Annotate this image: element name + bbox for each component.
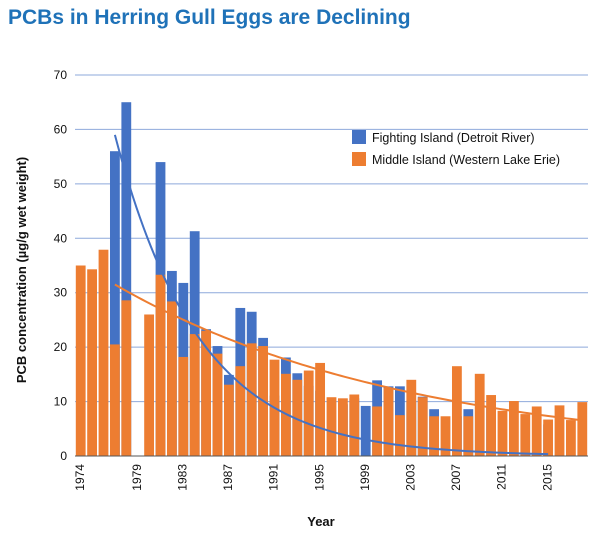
bar-1-1976 bbox=[98, 249, 109, 456]
y-axis-label: PCB concentration (µg/g wet weight) bbox=[14, 157, 29, 383]
bar-1-2007 bbox=[451, 366, 462, 456]
y-tick-label: 30 bbox=[54, 286, 68, 300]
x-tick-label: 1974 bbox=[73, 464, 87, 491]
bar-0-1999 bbox=[360, 405, 371, 456]
bar-1-1998 bbox=[349, 394, 360, 456]
x-tick-label: 2015 bbox=[540, 464, 554, 491]
x-tick-label: 2007 bbox=[449, 464, 463, 491]
bar-1-2000 bbox=[372, 406, 383, 456]
x-tick-label: 1979 bbox=[130, 464, 144, 491]
trendline-0 bbox=[113, 134, 549, 456]
bar-1-1988 bbox=[235, 366, 246, 456]
x-tick-label: 2003 bbox=[403, 464, 417, 491]
x-tick-label: 2011 bbox=[495, 464, 509, 490]
y-tick-label: 50 bbox=[54, 177, 68, 191]
bar-0-1977 bbox=[109, 151, 120, 456]
bar-0-1978 bbox=[121, 102, 132, 456]
bar-1-2005 bbox=[429, 416, 440, 456]
bar-1-2010 bbox=[486, 395, 497, 456]
y-tick-label: 70 bbox=[54, 68, 68, 82]
chart-legend: Fighting Island (Detroit River) Middle Is… bbox=[352, 130, 560, 167]
bar-1-1982 bbox=[166, 301, 177, 456]
bar-1-2016 bbox=[554, 405, 565, 456]
y-tick-label: 40 bbox=[54, 231, 68, 245]
x-tick-label: 1983 bbox=[175, 464, 189, 491]
trendline-1 bbox=[114, 283, 583, 422]
bar-1-1993 bbox=[292, 379, 303, 456]
y-tick-label: 0 bbox=[60, 449, 67, 463]
legend-label-1: Middle Island (Western Lake Erie) bbox=[372, 153, 560, 167]
y-tick-label: 10 bbox=[54, 395, 68, 409]
series-bars-1 bbox=[75, 249, 588, 456]
bar-1-2014 bbox=[531, 406, 542, 456]
bar-1-2011 bbox=[497, 410, 508, 456]
x-tick-label: 1991 bbox=[267, 464, 281, 491]
bar-1-2012 bbox=[508, 401, 519, 456]
x-tick-label: 1999 bbox=[358, 464, 372, 491]
bar-1-1974 bbox=[75, 265, 86, 456]
bar-1-1981 bbox=[155, 274, 166, 456]
y-tick-label: 60 bbox=[54, 122, 68, 136]
bar-1-1989 bbox=[246, 343, 257, 456]
bar-1-2003 bbox=[406, 379, 417, 456]
chart-title: PCBs in Herring Gull Eggs are Declining bbox=[8, 6, 411, 29]
bar-1-1978 bbox=[121, 300, 132, 456]
bar-1-1984 bbox=[189, 334, 200, 456]
legend-swatch-0 bbox=[352, 130, 366, 144]
bar-1-2006 bbox=[440, 416, 451, 456]
bar-1-2008 bbox=[463, 416, 474, 456]
bar-1-1995 bbox=[315, 362, 326, 456]
bar-1-2015 bbox=[543, 419, 554, 456]
bar-1-1997 bbox=[337, 398, 348, 456]
x-axis-label: Year bbox=[307, 514, 334, 529]
bar-1-1983 bbox=[178, 356, 189, 456]
bar-1-2013 bbox=[520, 414, 531, 456]
bar-1-1994 bbox=[303, 370, 314, 456]
bar-1-1980 bbox=[144, 314, 155, 456]
bar-1-2018 bbox=[577, 402, 588, 456]
bar-1-2017 bbox=[565, 420, 576, 456]
axes: 0 10 20 30 40 50 60 70 1974 1979 1983 1987 1991 1995 1… bbox=[54, 68, 588, 491]
legend-swatch-1 bbox=[352, 152, 366, 166]
bar-1-1987 bbox=[223, 384, 234, 456]
y-tick-label: 20 bbox=[54, 340, 68, 354]
trendline-layer bbox=[113, 134, 583, 456]
bar-1-1986 bbox=[212, 353, 223, 456]
bar-1-1985 bbox=[201, 330, 212, 456]
bar-1-2009 bbox=[474, 373, 485, 456]
bar-1-2002 bbox=[394, 415, 405, 456]
bar-1-1996 bbox=[326, 397, 337, 456]
bar-1-2004 bbox=[417, 397, 428, 456]
bar-1-1977 bbox=[109, 344, 120, 456]
bar-1-2001 bbox=[383, 387, 394, 456]
x-tick-label: 1987 bbox=[221, 464, 235, 491]
bar-1-1975 bbox=[87, 269, 98, 456]
x-tick-label: 1995 bbox=[312, 464, 326, 491]
legend-label-0: Fighting Island (Detroit River) bbox=[372, 131, 535, 145]
